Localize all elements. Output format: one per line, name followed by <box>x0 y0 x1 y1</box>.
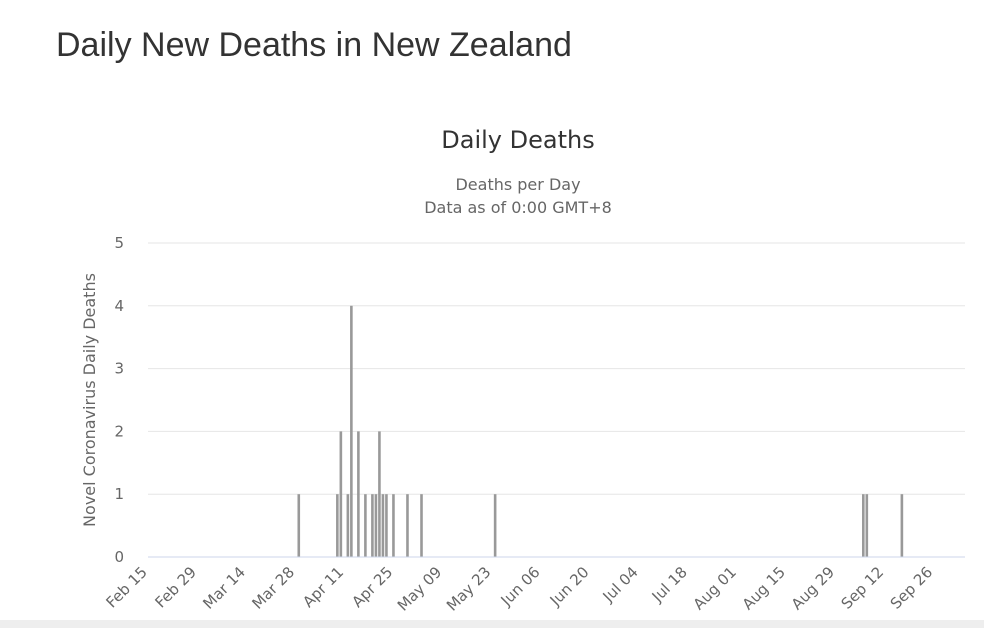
bar <box>297 494 301 557</box>
x-tick-label: Mar 14 <box>199 563 249 613</box>
chart-title: Daily Deaths <box>441 126 594 154</box>
bar <box>392 494 395 557</box>
y-tick-label: 2 <box>114 422 124 440</box>
x-tick-label: Aug 15 <box>739 563 789 613</box>
bar <box>900 494 904 557</box>
bar <box>493 494 497 557</box>
x-tick-label: Aug 01 <box>690 563 740 613</box>
bar <box>339 431 343 557</box>
x-tick-label: Apr 25 <box>348 563 396 611</box>
bar <box>862 494 865 557</box>
x-tick-label: Feb 29 <box>152 563 200 611</box>
bar <box>385 494 388 557</box>
bar <box>357 431 360 557</box>
y-tick-label: 3 <box>114 360 124 378</box>
x-tick-label: Sep 26 <box>887 563 937 613</box>
bar <box>364 494 367 557</box>
bar <box>406 494 409 557</box>
bar <box>865 494 869 557</box>
bar <box>374 494 378 557</box>
x-tick-label: Sep 12 <box>838 563 888 613</box>
chart-subtitle-line-2: Data as of 0:00 GMT+8 <box>424 198 612 217</box>
bar <box>346 494 350 557</box>
x-tick-label: Jul 04 <box>599 563 642 606</box>
x-tick-label: Feb 15 <box>102 563 150 611</box>
y-tick-label: 1 <box>114 485 124 503</box>
grid-lines <box>148 242 965 495</box>
x-tick-label: May 09 <box>394 563 446 615</box>
bar-series <box>297 305 904 557</box>
bar <box>336 494 339 557</box>
bar <box>381 494 385 557</box>
x-axis-ticks: Feb 15 Feb 29 Mar 14 Mar 28 Apr 11 Apr 25May … <box>102 563 936 615</box>
bar <box>378 431 381 557</box>
x-tick-label: Jun 06 <box>497 563 544 610</box>
x-tick-label: Apr 11 <box>299 563 347 611</box>
y-tick-label: 5 <box>114 234 124 252</box>
y-axis-ticks: 0 1 2 3 4 5 <box>114 234 124 566</box>
x-tick-label: May 23 <box>443 563 495 615</box>
x-tick-label: Jun 20 <box>546 563 593 610</box>
bar <box>371 494 374 557</box>
y-tick-label: 4 <box>114 297 124 315</box>
y-tick-label: 0 <box>114 548 124 566</box>
x-tick-label: Jul 18 <box>648 563 691 606</box>
x-tick-label: Aug 29 <box>788 563 838 613</box>
bar <box>420 494 423 557</box>
page-title: Daily New Deaths in New Zealand <box>56 26 572 64</box>
y-axis-label: Novel Coronavirus Daily Deaths <box>80 273 99 527</box>
chart-subtitle-line-1: Deaths per Day <box>455 175 580 194</box>
bar <box>350 305 353 557</box>
x-tick-label: Mar 28 <box>248 563 298 613</box>
horizontal-scrollbar[interactable] <box>0 620 984 628</box>
